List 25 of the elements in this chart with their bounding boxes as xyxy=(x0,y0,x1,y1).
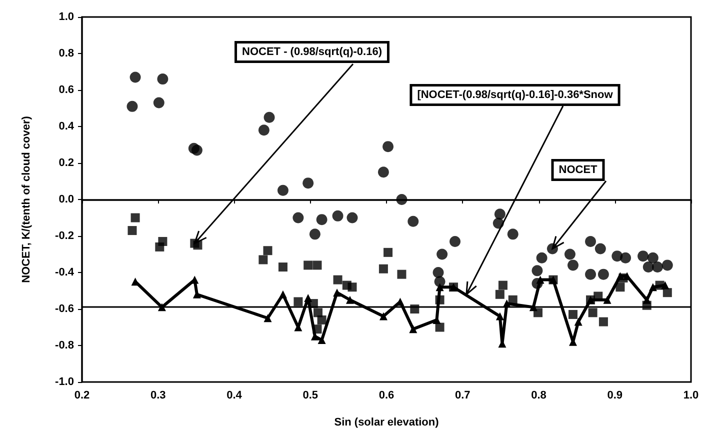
x-tick-label: 0.4 xyxy=(226,390,243,402)
y-tick-label: 1.0 xyxy=(58,11,74,23)
y-tick-label: 0.4 xyxy=(58,120,75,132)
x-tick-label: 0.3 xyxy=(150,390,166,402)
y-tick-label: 0.0 xyxy=(58,194,74,206)
x-tick-label: 1.0 xyxy=(683,390,699,402)
y-axis-title: NOCET, K/(tenth of cloud cover) xyxy=(20,116,32,283)
y-tick-label: -0.2 xyxy=(55,230,74,242)
y-tick-label: -0.8 xyxy=(55,340,74,352)
y-tick-label: -0.6 xyxy=(55,303,74,315)
x-tick-label: 0.8 xyxy=(531,390,546,402)
x-tick-label: 0.5 xyxy=(302,390,318,402)
x-axis-title: Sin (solar elevation) xyxy=(334,416,440,428)
y-tick-label: -1.0 xyxy=(55,376,74,388)
x-tick-label: 0.2 xyxy=(74,390,90,402)
y-tick-label: 0.8 xyxy=(58,48,74,60)
x-tick-label: 0.9 xyxy=(607,390,623,402)
annotation: [NOCET-(0.98/sqrt(q)-0.16]-0.36*Snow xyxy=(417,89,614,101)
x-tick-label: 0.7 xyxy=(454,390,470,402)
y-tick-label: 0.2 xyxy=(58,157,74,169)
x-tick-label: 0.6 xyxy=(378,390,394,402)
annotation: NOCET xyxy=(558,164,598,176)
y-tick-label: 0.6 xyxy=(58,84,74,96)
y-tick-label: -0.4 xyxy=(55,266,75,278)
annotation: NOCET - (0.98/sqrt(q)-0.16) xyxy=(242,46,382,58)
